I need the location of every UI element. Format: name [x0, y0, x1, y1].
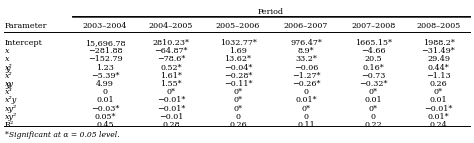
Text: 15,696.78: 15,696.78 — [85, 39, 125, 47]
Text: 0.44*: 0.44* — [428, 64, 449, 72]
Text: 2810.23*: 2810.23* — [153, 39, 190, 47]
Text: −1.27*: −1.27* — [292, 72, 320, 80]
Text: 0.05*: 0.05* — [94, 113, 116, 121]
Text: 0.28: 0.28 — [162, 121, 180, 129]
Text: −0.32*: −0.32* — [359, 80, 388, 88]
Text: 0*: 0* — [369, 88, 378, 96]
Text: 0.26: 0.26 — [429, 80, 447, 88]
Text: Period: Period — [258, 8, 284, 16]
Text: −0.01*: −0.01* — [424, 105, 453, 113]
Text: 0*: 0* — [166, 88, 175, 96]
Text: Intercept: Intercept — [5, 39, 43, 47]
Text: −0.01: −0.01 — [159, 113, 183, 121]
Text: 0: 0 — [371, 113, 376, 121]
Text: −4.66: −4.66 — [361, 47, 386, 55]
Text: 4.99: 4.99 — [96, 80, 114, 88]
Text: Parameter: Parameter — [5, 22, 47, 30]
Text: 0*: 0* — [301, 105, 310, 113]
Text: 1.23: 1.23 — [96, 64, 114, 72]
Text: xy²: xy² — [5, 105, 17, 113]
Text: 0.45: 0.45 — [96, 121, 114, 129]
Text: xy²: xy² — [5, 113, 17, 121]
Text: *Significant at α = 0.05 level.: *Significant at α = 0.05 level. — [5, 131, 119, 139]
Text: 0.24: 0.24 — [429, 121, 447, 129]
Text: −1.13: −1.13 — [426, 72, 451, 80]
Text: 0.01*: 0.01* — [428, 113, 449, 121]
Text: 1.61*: 1.61* — [160, 72, 182, 80]
Text: 29.49: 29.49 — [427, 55, 450, 63]
Text: −0.01*: −0.01* — [157, 105, 185, 113]
Text: x²y: x²y — [5, 96, 17, 104]
Text: xy: xy — [5, 80, 14, 88]
Text: −64.87*: −64.87* — [154, 47, 188, 55]
Text: 976.47*: 976.47* — [290, 39, 322, 47]
Text: x²
y: x² y — [5, 72, 13, 89]
Text: 0.52*: 0.52* — [160, 64, 182, 72]
Text: 0.22: 0.22 — [365, 121, 383, 129]
Text: −0.06: −0.06 — [294, 64, 318, 72]
Text: 2004–2005: 2004–2005 — [149, 22, 193, 30]
Text: −0.01*: −0.01* — [157, 96, 185, 104]
Text: 2006–2007: 2006–2007 — [284, 22, 328, 30]
Text: x
y: x y — [5, 55, 9, 73]
Text: 0.01: 0.01 — [365, 96, 383, 104]
Text: 0*: 0* — [434, 88, 443, 96]
Text: 0: 0 — [303, 88, 309, 96]
Text: 0.01: 0.01 — [430, 96, 447, 104]
Text: 0.16*: 0.16* — [363, 64, 384, 72]
Text: −281.88: −281.88 — [88, 47, 122, 55]
Text: −0.26*: −0.26* — [292, 80, 320, 88]
Text: 2008–2005: 2008–2005 — [416, 22, 461, 30]
Text: 0*: 0* — [234, 96, 243, 104]
Text: −5.39*: −5.39* — [91, 72, 119, 80]
Text: x²: x² — [5, 64, 13, 72]
Text: 0: 0 — [303, 113, 309, 121]
Text: 0.01*: 0.01* — [295, 96, 317, 104]
Text: x³: x³ — [5, 88, 13, 96]
Text: 0*: 0* — [234, 88, 243, 96]
Text: 2005–2006: 2005–2006 — [216, 22, 260, 30]
Text: 0: 0 — [102, 88, 108, 96]
Text: −0.73: −0.73 — [361, 72, 386, 80]
Text: 13.62*: 13.62* — [225, 55, 252, 63]
Text: x: x — [5, 47, 9, 55]
Text: 2003–2004: 2003–2004 — [83, 22, 127, 30]
Text: 1.55*: 1.55* — [160, 80, 182, 88]
Text: −0.04*: −0.04* — [224, 64, 252, 72]
Text: −0.11*: −0.11* — [224, 80, 252, 88]
Text: 1988.2*: 1988.2* — [422, 39, 455, 47]
Text: 0: 0 — [236, 113, 240, 121]
Text: 0.01: 0.01 — [96, 96, 114, 104]
Text: −0.03*: −0.03* — [91, 105, 119, 113]
Text: 8.9*: 8.9* — [298, 47, 314, 55]
Text: −152.79: −152.79 — [88, 55, 122, 63]
Text: −0.28*: −0.28* — [224, 72, 252, 80]
Text: −78.6*: −78.6* — [157, 55, 185, 63]
Text: 0*: 0* — [369, 105, 378, 113]
Text: 1665.15*: 1665.15* — [355, 39, 392, 47]
Text: 33.2*: 33.2* — [295, 55, 317, 63]
Text: 0.26: 0.26 — [229, 121, 247, 129]
Text: −31.49*: −31.49* — [422, 47, 456, 55]
Text: 2007–2008: 2007–2008 — [351, 22, 396, 30]
Text: R²: R² — [5, 121, 14, 129]
Text: 1.69: 1.69 — [229, 47, 247, 55]
Text: 0.11: 0.11 — [297, 121, 315, 129]
Text: 0*: 0* — [234, 105, 243, 113]
Text: 20.5: 20.5 — [365, 55, 383, 63]
Text: 1032.77*: 1032.77* — [219, 39, 256, 47]
